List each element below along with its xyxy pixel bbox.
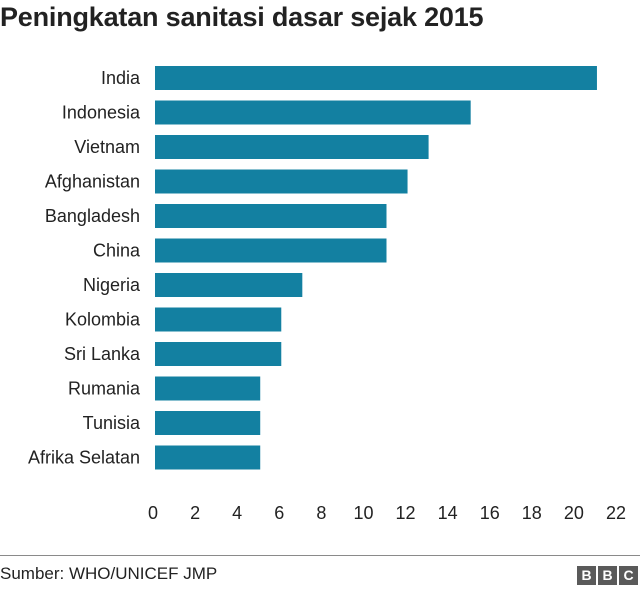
x-tick-label: 4 xyxy=(232,503,242,523)
source-note: Sumber: WHO/UNICEF JMP xyxy=(0,564,218,583)
x-tick-label: 8 xyxy=(316,503,326,523)
x-tick-label: 2 xyxy=(190,503,200,523)
x-tick-label: 12 xyxy=(396,503,416,523)
category-label: Nigeria xyxy=(83,275,141,295)
tick-labels-group: 0 2 4 6 8 10 12 14 16 18 20 22 xyxy=(148,503,626,523)
bbc-logo-letter: B xyxy=(577,566,596,585)
bar-chart: India Indonesia Vietnam Afghanistan Banglade… xyxy=(28,66,626,523)
category-label: Afghanistan xyxy=(45,172,140,192)
footer-divider xyxy=(0,555,640,556)
category-label: Bangladesh xyxy=(45,206,140,226)
bar xyxy=(155,376,261,401)
bar xyxy=(155,66,597,90)
category-labels-group: India Indonesia Vietnam Afghanistan Banglade… xyxy=(28,68,141,468)
category-label: Afrika Selatan xyxy=(28,448,140,468)
category-label: Sri Lanka xyxy=(64,344,141,364)
x-tick-label: 0 xyxy=(148,503,158,523)
bar xyxy=(155,169,408,194)
bar xyxy=(155,273,303,297)
x-tick-label: 16 xyxy=(480,503,500,523)
category-label: China xyxy=(93,241,141,261)
bar xyxy=(155,100,471,125)
bar xyxy=(155,135,429,159)
bar xyxy=(155,445,261,470)
x-tick-label: 6 xyxy=(274,503,284,523)
bars-group xyxy=(155,66,597,470)
category-label: India xyxy=(101,68,141,88)
bar xyxy=(155,411,261,435)
category-label: Kolombia xyxy=(65,310,141,330)
x-tick-label: 22 xyxy=(606,503,626,523)
x-tick-label: 20 xyxy=(564,503,584,523)
category-label: Indonesia xyxy=(62,103,141,123)
x-tick-label: 10 xyxy=(353,503,373,523)
bbc-logo-letter: B xyxy=(598,566,617,585)
category-label: Tunisia xyxy=(83,413,141,433)
bar xyxy=(155,238,387,263)
x-tick-label: 18 xyxy=(522,503,542,523)
bbc-logo-letter: C xyxy=(619,566,638,585)
bar xyxy=(155,307,282,332)
chart-title: Peningkatan sanitasi dasar sejak 2015 xyxy=(0,2,484,32)
bbc-logo: B B C xyxy=(577,566,638,585)
category-label: Vietnam xyxy=(74,137,140,157)
bar xyxy=(155,342,282,366)
bar xyxy=(155,204,387,228)
category-label: Rumania xyxy=(68,379,141,399)
x-tick-label: 14 xyxy=(438,503,458,523)
